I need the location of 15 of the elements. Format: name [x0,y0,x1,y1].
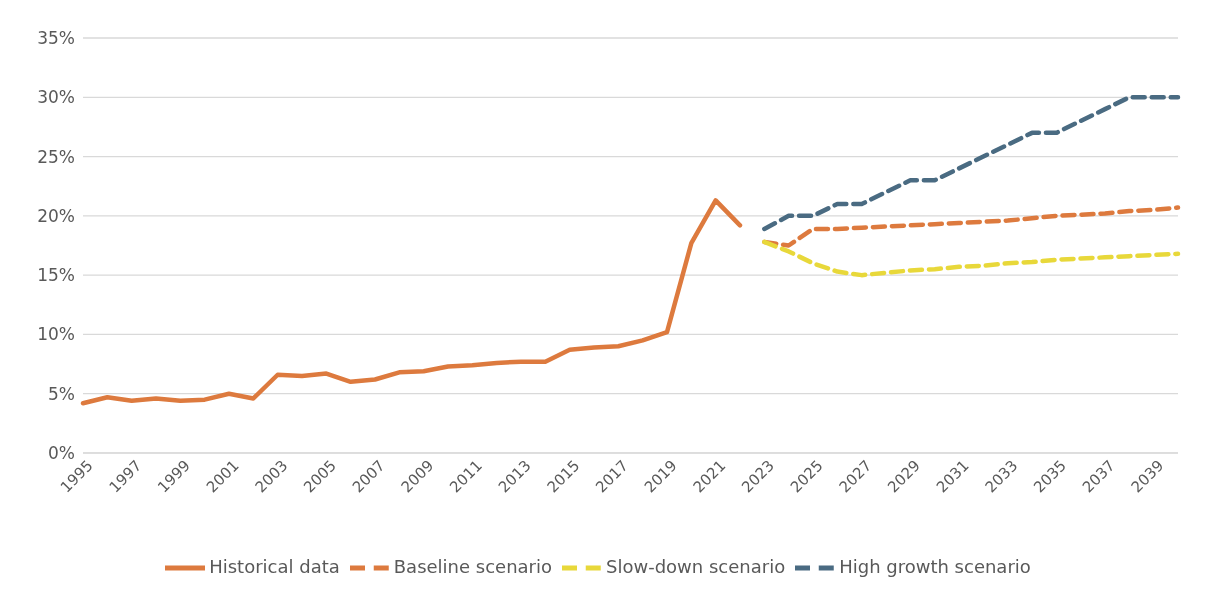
legend-label: Historical data [209,556,340,577]
y-tick-label: 20% [37,205,75,226]
line-series [762,95,1181,232]
legend-label: Baseline scenario [393,556,553,577]
y-tick-label: 30% [37,87,75,108]
y-tick-label: 0% [48,443,75,464]
y-tick-label: 15% [37,265,75,286]
y-tick-label: 25% [37,146,75,167]
line-series [80,198,743,406]
line-series [762,239,1181,278]
legend-label: High growth scenario [839,556,1031,577]
y-tick-label: 10% [37,324,75,345]
y-tick-label: 35% [37,28,75,49]
legend-label: Slow-down scenario [606,556,786,577]
y-tick-label: 5% [48,383,75,404]
